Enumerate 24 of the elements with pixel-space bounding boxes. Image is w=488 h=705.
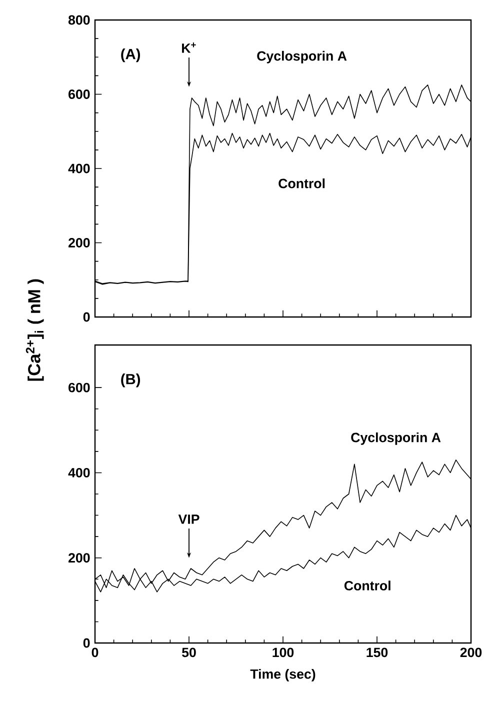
annotation: VIP bbox=[178, 514, 200, 524]
x-tick-label: 0 bbox=[92, 648, 98, 658]
annotation: K$^{+}$ bbox=[182, 42, 196, 53]
y-tick-label: 200 bbox=[68, 238, 90, 248]
y-tick-label: 200 bbox=[68, 553, 90, 563]
y-tick-label: 0 bbox=[83, 312, 90, 322]
y-tick-label: 800 bbox=[68, 15, 90, 25]
y-tick-label: 0 bbox=[83, 638, 90, 648]
x-tick-label: 150 bbox=[366, 648, 388, 658]
y-tick-label: 400 bbox=[68, 468, 90, 478]
y-axis-title: [Ca$^{2+}$]$_{i}$ ( nM ) bbox=[26, 279, 44, 381]
y-tick-label: 400 bbox=[68, 164, 90, 174]
x-tick-label: 50 bbox=[182, 648, 196, 658]
text: Cyclosporin A bbox=[257, 50, 347, 64]
text: Control bbox=[278, 178, 325, 188]
y-tick-label: 600 bbox=[68, 382, 90, 392]
series-label: Control bbox=[344, 580, 390, 590]
annotation: (A) bbox=[121, 48, 140, 62]
annotation: (B) bbox=[121, 374, 140, 388]
x-tick-label: 200 bbox=[460, 648, 482, 658]
x-tick-label: 100 bbox=[272, 648, 294, 658]
series-label: Cyclosporin A bbox=[351, 432, 441, 445]
y-tick-label: 600 bbox=[68, 90, 90, 99]
x-axis-title: Time (sec) bbox=[250, 668, 316, 682]
